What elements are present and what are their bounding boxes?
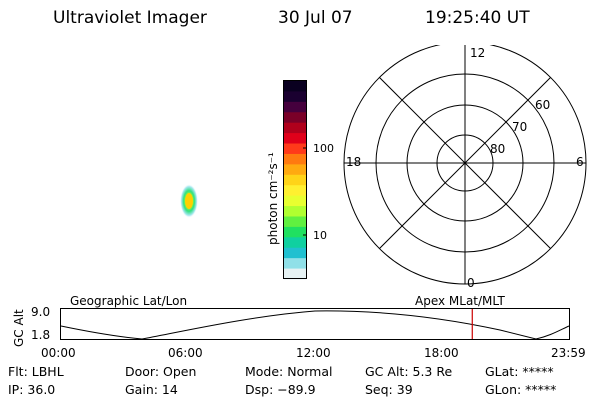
colorbar [283,80,307,280]
mlt-label-12: 12 [470,46,486,60]
info-seq: Seq: 39 [365,382,413,397]
info-gc-alt: GC Alt: 5.3 Re [365,364,453,379]
lat-label-60: 60 [535,98,551,112]
timeline-ymin: 1.8 [31,328,51,342]
xtick-0600: 06:00 [168,346,203,360]
altitude-timeline [60,308,570,340]
info-glon: GLon: ***** [485,382,557,397]
colorbar-label: photon cm⁻²s⁻¹ [266,152,280,245]
date-label: 30 Jul 07 [278,8,353,28]
colorbar-cell [284,101,306,113]
colorbar-cell [284,258,306,270]
colorbar-cell [284,226,306,238]
colorbar-cell [284,122,306,134]
timeline-right-label: Apex MLat/MLT [415,294,505,308]
lat-label-80: 80 [490,142,506,156]
info-filter: Flt: LBHL [8,364,64,379]
auroral-image [180,184,198,218]
timeline-left-label: Geographic Lat/Lon [70,294,188,308]
colorbar-cell [284,143,306,155]
colorbar-cell [284,185,306,197]
info-dsp: Dsp: −89.9 [245,382,316,397]
xtick-1200: 12:00 [296,346,331,360]
info-ip: IP: 36.0 [8,382,56,397]
mlt-label-18: 18 [346,155,362,169]
colorbar-cell [284,174,306,186]
colorbar-cell [284,206,306,217]
colorbar-tick-100: 100 [313,142,334,155]
colorbar-cell [284,81,306,92]
timeline-ymax: 9.0 [31,305,51,319]
timeline-ylabel: GC Alt [12,309,26,347]
info-mode: Mode: Normal [245,364,333,379]
colorbar-cell [284,268,306,280]
time-label: 19:25:40 UT [425,8,530,28]
colorbar-cell [284,237,306,249]
colorbar-cell [284,112,306,124]
lat-label-70: 70 [512,120,528,134]
info-door: Door: Open [125,364,197,379]
xtick-2359: 23:59 [551,346,586,360]
colorbar-cell [284,164,306,176]
colorbar-cell [284,91,306,103]
colorbar-cell [284,153,306,165]
polar-plot [343,45,587,285]
mlt-label-6: 6 [576,155,584,169]
xtick-1800: 18:00 [424,346,459,360]
colorbar-cell [284,216,306,228]
xtick-0000: 00:00 [41,346,76,360]
colorbar-cell [284,247,306,259]
info-gain: Gain: 14 [125,382,178,397]
mlt-label-0: 0 [467,276,475,290]
colorbar-cell [284,133,306,145]
instrument-title: Ultraviolet Imager [53,8,207,28]
colorbar-tick-10: 10 [313,229,327,242]
colorbar-cell [284,195,306,207]
info-glat: GLat: ***** [485,364,554,379]
